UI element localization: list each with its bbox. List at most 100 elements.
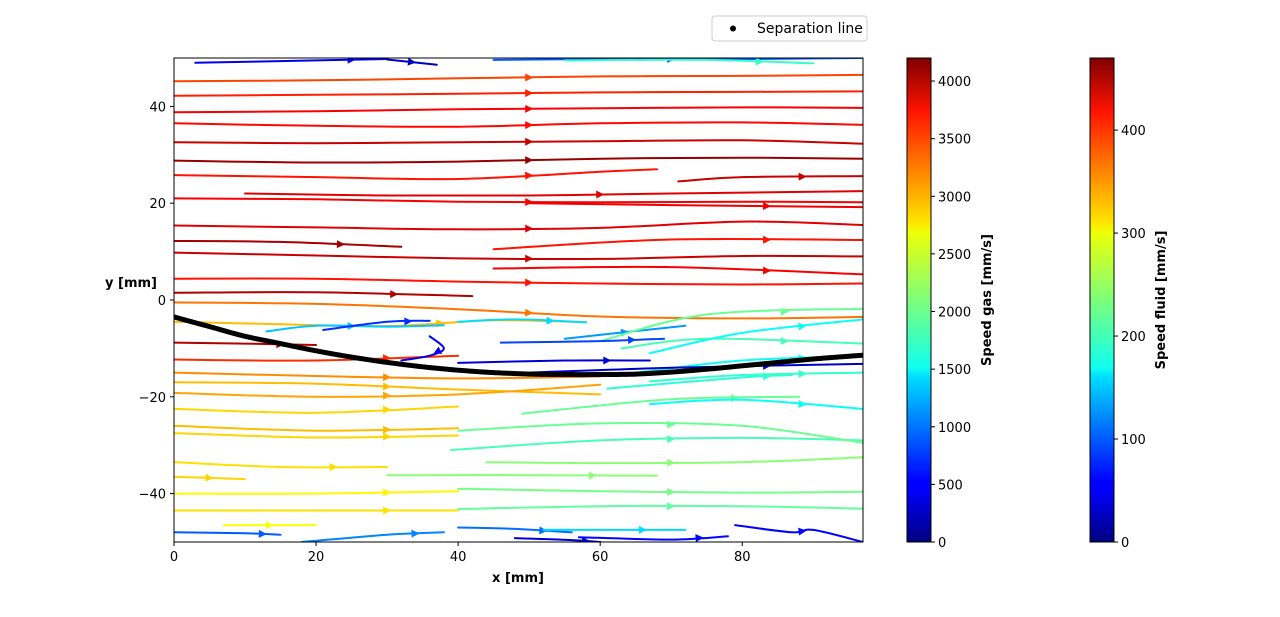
gas-streamline-path <box>174 197 863 204</box>
fluid-streamline-path <box>599 307 863 343</box>
y-tick-label: 0 <box>158 294 166 309</box>
plot-background <box>174 58 863 542</box>
gas-streamline-arrow <box>525 224 534 233</box>
colorbar-tick-label: 200 <box>1121 330 1146 345</box>
gas-streamline-path <box>174 490 460 495</box>
colorbar-tick-label: 0 <box>1121 536 1129 551</box>
colorbar-tick-label: 3500 <box>938 133 971 148</box>
gas-streamline <box>174 220 863 233</box>
gas-streamline <box>174 197 863 206</box>
gas-streamline <box>222 521 318 530</box>
gas-streamline-path <box>174 73 863 83</box>
gas-streamline-arrow <box>382 382 392 391</box>
gas-streamline-arrow <box>382 405 392 414</box>
fluid-streamline-path <box>457 359 651 364</box>
gas-streamline <box>174 506 460 515</box>
gas-streamline <box>174 168 658 181</box>
gas-streamline <box>174 240 403 249</box>
gas-streamline-path <box>174 291 474 298</box>
gas-streamline <box>174 383 602 400</box>
colorbar-tick-label: 1000 <box>938 421 971 436</box>
fluid-streamline-arrow <box>581 536 590 542</box>
fluid-streamline-arrow <box>546 316 555 325</box>
gas-streamline-path <box>174 251 863 261</box>
fluid-streamline-path <box>457 526 573 534</box>
fluid-streamline-arrow <box>433 346 443 354</box>
fluid-streamline-arrow <box>589 471 598 480</box>
fluid-streamline-path <box>577 535 729 541</box>
fluid-streamline-arrow <box>798 369 807 378</box>
fluid-streamline-path <box>499 337 666 344</box>
x-tick-label: 20 <box>308 550 325 565</box>
gas-streamline <box>244 190 863 199</box>
fluid-streamline <box>457 356 651 365</box>
gas-streamline-arrow <box>525 254 534 263</box>
gas-streamline-arrow <box>383 425 392 434</box>
fluid-streamline <box>734 524 863 542</box>
fluid-streamline <box>300 529 445 542</box>
fluid-streamline-path <box>457 487 863 494</box>
gas-streamline-arrow <box>525 197 534 206</box>
gas-streamline-path <box>174 220 863 231</box>
y-tick-label: −20 <box>139 391 166 406</box>
gas-streamline-arrow <box>525 73 534 82</box>
fluid-streamline-path <box>606 374 793 390</box>
fluid-streamline-arrow <box>755 58 764 66</box>
gas-streamline-arrow <box>525 121 534 130</box>
colorbar-fluid-label: Speed fluid [mm/s] <box>1154 231 1169 370</box>
fluid-streamline <box>648 369 863 383</box>
fluid-streamline-arrow <box>798 527 807 536</box>
fluid-streamline-arrow <box>667 458 676 467</box>
gas-streamline-arrow <box>383 391 392 400</box>
fluid-streamline-arrow <box>258 529 267 538</box>
fluid-streamline <box>542 525 687 534</box>
fluid-streamline <box>457 502 863 511</box>
gas-streamline-path <box>174 156 863 164</box>
gas-streamline <box>174 461 389 471</box>
gas-streamline-path <box>174 121 863 128</box>
fluid-streamline <box>457 316 587 325</box>
fluid-streamline-path <box>648 318 863 355</box>
colorbar-tick-label: 100 <box>1121 433 1146 448</box>
fluid-streamline-path <box>450 436 863 451</box>
gas-streamline-path <box>244 190 863 197</box>
x-tick-label: 40 <box>450 550 467 565</box>
legend-label: Separation line <box>757 21 863 37</box>
fluid-streamline-arrow <box>667 487 676 496</box>
gas-streamline-path <box>492 265 863 276</box>
fluid-streamline-arrow <box>347 58 356 64</box>
x-tick-label: 80 <box>734 550 751 565</box>
colorbar-fluid-gradient <box>1090 58 1114 542</box>
gas-streamline <box>174 405 460 414</box>
x-axis-label: x [mm] <box>492 571 544 586</box>
gas-streamline-path <box>174 168 658 181</box>
y-tick-label: −40 <box>139 488 166 503</box>
gas-streamline <box>174 137 863 146</box>
fluid-streamline-path <box>322 319 431 331</box>
fluid-streamline-path <box>194 58 389 64</box>
gas-streamline-arrow <box>763 202 772 211</box>
gas-streamline-path <box>174 106 863 114</box>
fluid-streamline-path <box>386 474 658 477</box>
gas-streamline <box>528 202 863 211</box>
fluid-streamline <box>450 435 863 451</box>
gas-streamline <box>174 371 602 382</box>
fluid-streamline-path <box>174 531 282 536</box>
fluid-streamline-path <box>457 504 863 511</box>
gas-streamline-arrow <box>383 506 392 515</box>
gas-streamline-path <box>174 277 863 286</box>
colorbar-gas-frame <box>906 57 932 543</box>
fluid-streamline <box>194 58 389 64</box>
fluid-streamline <box>174 529 282 538</box>
fluid-streamline <box>457 420 863 444</box>
gas-streamline <box>174 301 863 320</box>
gas-streamline-path <box>174 301 863 320</box>
gas-streamline-arrow <box>265 521 274 530</box>
legend-marker <box>730 25 736 32</box>
gas-streamline-path <box>174 405 460 414</box>
colorbar-tick-label: 500 <box>938 478 963 493</box>
gas-streamline-path <box>174 341 318 346</box>
colorbar-tick-label: 3000 <box>938 190 971 205</box>
gas-streamline-arrow <box>383 488 392 497</box>
